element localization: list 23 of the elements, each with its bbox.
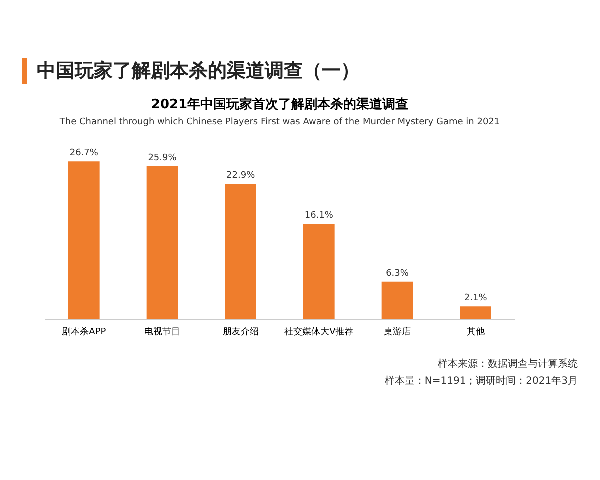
- chart-subtitle: 2021年中国玩家首次了解剧本杀的渠道调查: [151, 96, 409, 113]
- x-tick-label: 剧本杀APP: [62, 326, 107, 338]
- x-tick-label: 桌游店: [384, 326, 411, 338]
- x-tick-label: 电视节目: [144, 326, 180, 338]
- data-label: 6.3%: [386, 268, 410, 279]
- bar: [225, 184, 256, 319]
- text: 样本来源：数据调查与计算系统: [437, 358, 578, 372]
- data-label: 2.1%: [464, 294, 488, 304]
- bar: [68, 162, 100, 319]
- bar: [146, 166, 178, 319]
- bar: [460, 306, 492, 319]
- text: The Channel through which Chinese Players First was Aware of the Murder Mystery Game in 2021: [58, 118, 500, 128]
- data-label: 25.9%: [148, 153, 178, 164]
- text: 样本量：N=1191；调研时间：2021年3月: [384, 374, 578, 389]
- bar: [304, 224, 335, 319]
- x-tick-label: 其他: [466, 326, 485, 338]
- chart-title: 中国玩家了解剧本杀的渠道调查（一）: [22, 58, 600, 84]
- data-label: 22.9%: [226, 171, 256, 182]
- bar: [382, 282, 414, 319]
- x-tick-label: 社交媒体大V推荐: [284, 326, 354, 338]
- data-label: 26.7%: [70, 148, 99, 159]
- x-tick-label: 朋友介绍: [222, 326, 259, 338]
- data-label: 16.1%: [304, 211, 334, 222]
